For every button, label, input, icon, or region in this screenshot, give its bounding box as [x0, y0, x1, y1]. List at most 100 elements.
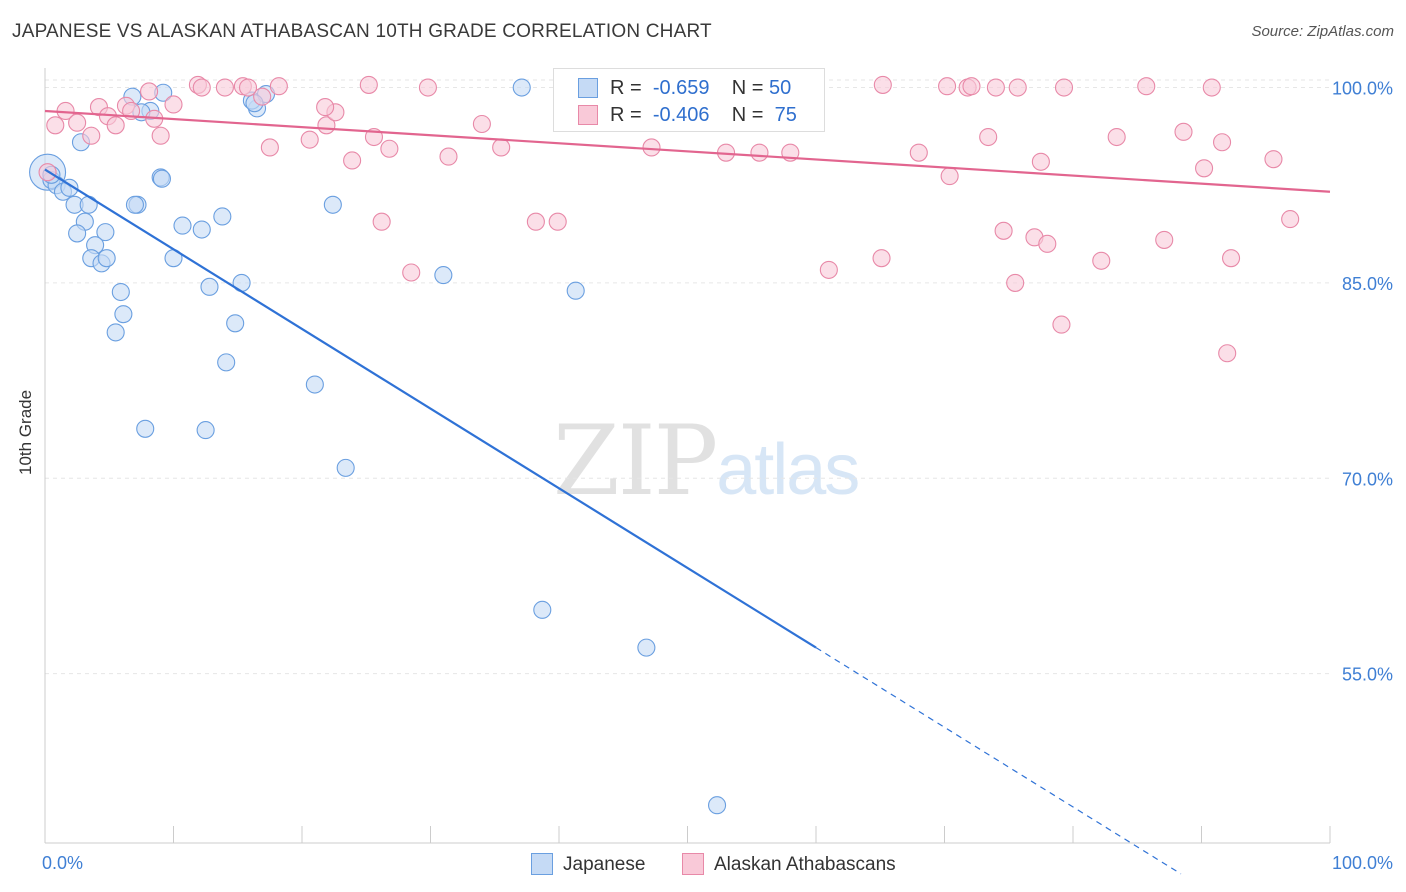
athabascan-point [1107, 127, 1126, 147]
athabascan-point [994, 221, 1013, 240]
athabascan-point [1155, 230, 1174, 249]
legend-label-athabascan: Alaskan Athabascans [714, 854, 896, 875]
athabascan-point [82, 126, 101, 145]
japanese-point [152, 169, 171, 188]
japanese-point [434, 266, 453, 285]
japanese-point [323, 195, 342, 214]
watermark: ZIPatlas [553, 405, 860, 517]
athabascan-point [192, 78, 211, 97]
athabascan-point [1052, 315, 1071, 334]
n-value-japanese: 50 [769, 77, 792, 99]
athabascan-point [1006, 273, 1025, 292]
athabascan-point [1218, 344, 1237, 363]
r-value-athabascan: -0.406 [652, 104, 710, 126]
athabascan-point [269, 77, 288, 96]
athabascan-point [1174, 122, 1193, 141]
watermark-atlas: atlas [716, 430, 860, 510]
japanese-point [68, 224, 87, 243]
athabascan-point [940, 167, 959, 186]
japanese-point [173, 216, 192, 235]
athabascan-point [750, 143, 769, 162]
athabascan-point [1213, 133, 1232, 152]
japanese-point [192, 220, 211, 239]
japanese-swatch [578, 78, 598, 98]
y-tick-label: 85.0% [1342, 274, 1393, 294]
japanese-point [79, 195, 98, 214]
athabascan-point [962, 77, 981, 96]
athabascan-point [46, 116, 65, 135]
athabascan-point [418, 78, 437, 97]
athabascan-point [106, 116, 125, 135]
athabascan-point [938, 77, 957, 96]
y-tick-label: 100.0% [1332, 79, 1393, 99]
n-label: N = [731, 104, 764, 126]
athabascan-point [642, 138, 661, 157]
athabascan-point [1222, 249, 1241, 268]
athabascan-point [359, 75, 378, 94]
x-tick-label-max: 100.0% [1332, 853, 1393, 873]
stats-legend: R = -0.659 N = 50 R = -0.406 N = 75 [553, 68, 825, 132]
japanese-point [336, 458, 355, 477]
x-tick-label-min: 0.0% [42, 853, 83, 873]
athabascan-point [872, 249, 891, 268]
athabascan-swatch [578, 105, 598, 125]
athabascan-point [909, 143, 928, 162]
athabascan-trend-line [44, 109, 1331, 193]
japanese-point [196, 421, 215, 440]
athabascan-point [151, 126, 170, 145]
japanese-point [217, 353, 236, 372]
athabascan-point [492, 138, 511, 157]
japanese-point [213, 207, 232, 226]
japanese-point [111, 282, 130, 302]
japanese-point [200, 277, 219, 296]
japanese-point [114, 305, 133, 324]
series-legend: Japanese Alaskan Athabascans [0, 852, 1406, 876]
athabascan-point [873, 75, 892, 94]
athabascan-point [548, 212, 567, 231]
athabascan-point [1281, 210, 1300, 229]
y-tick-label: 55.0% [1342, 665, 1393, 685]
japanese-point [566, 281, 585, 300]
athabascan-point [372, 212, 391, 231]
japanese-point [106, 323, 125, 342]
y-tick-label: 70.0% [1342, 469, 1393, 489]
athabascan-point [1054, 78, 1074, 97]
athabascan-point [979, 127, 998, 147]
chart-title: JAPANESE VS ALASKAN ATHABASCAN 10TH GRAD… [12, 21, 712, 42]
japanese-trend-line-extension [815, 647, 1182, 875]
athabascan-point [1137, 77, 1156, 96]
legend-label-japanese: Japanese [563, 854, 646, 875]
athabascan-point [819, 260, 838, 279]
n-value-athabascan: 75 [774, 104, 797, 126]
athabascan-point [380, 139, 399, 158]
athabascan-point [402, 263, 421, 282]
r-label: R = [610, 77, 642, 99]
athabascan-point [1038, 234, 1057, 253]
y-axis-label: 10th Grade [16, 389, 35, 475]
japanese-point [512, 78, 531, 97]
athabascan-point [1195, 159, 1214, 178]
athabascan-point [1202, 78, 1221, 97]
athabascan-point [238, 78, 258, 97]
athabascan-point [439, 147, 458, 166]
n-label: N = [731, 77, 764, 99]
athabascan-point [1092, 251, 1111, 270]
athabascan-point [343, 151, 362, 170]
japanese-point [305, 375, 324, 394]
athabascan-point [300, 130, 319, 149]
athabascan-point [526, 212, 545, 231]
japanese-point [60, 178, 79, 197]
athabascan-point [68, 113, 87, 132]
athabascan-point [1031, 152, 1050, 171]
athabascan-point [986, 78, 1005, 97]
athabascan-point [1008, 78, 1027, 97]
japanese-point [125, 195, 144, 214]
athabascan-point [140, 82, 159, 101]
athabascan-point [1264, 150, 1283, 169]
japanese-point [533, 600, 552, 619]
japanese-legend-swatch [531, 853, 553, 875]
athabascan-point [260, 138, 279, 157]
source-label: Source: ZipAtlas.com [1251, 23, 1394, 40]
japanese-trend-line [44, 168, 817, 649]
